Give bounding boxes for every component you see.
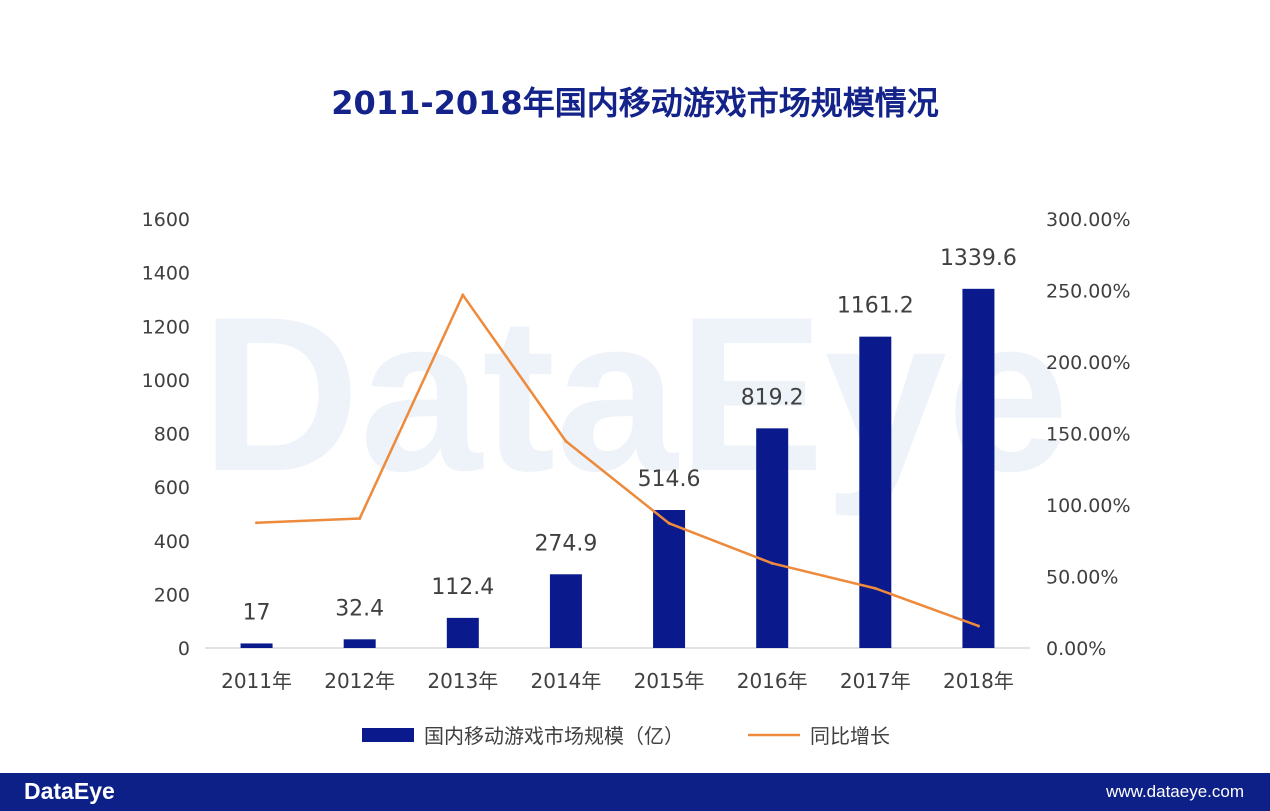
x-tick-label: 2014年 (530, 669, 601, 693)
bar-value-label: 32.4 (335, 596, 384, 621)
bar (549, 574, 582, 648)
bar (962, 288, 995, 648)
left-tick-label: 200 (154, 584, 190, 606)
chart-title: 2011-2018年国内移动游戏市场规模情况 (331, 84, 939, 122)
legend-bar-label: 国内移动游戏市场规模（亿） (424, 724, 684, 748)
left-tick-label: 400 (154, 531, 190, 553)
right-tick-label: 300.00% (1046, 209, 1131, 231)
x-tick-label: 2018年 (943, 669, 1014, 693)
left-axis: 0 200 400 600 800 1000 1200 1400 1600 (142, 209, 190, 660)
watermark: DataEye (201, 271, 1069, 517)
growth-line (256, 293, 979, 628)
x-axis: 2011年 2012年 2013年 2014年 2015年 2016年 2017年 2018年 (221, 669, 1014, 693)
growth-point (358, 516, 362, 520)
x-tick-label: 2015年 (634, 669, 705, 693)
x-tick-label: 2013年 (427, 669, 498, 693)
line-series (255, 293, 980, 628)
growth-point (255, 521, 259, 525)
footer-bar: DataEye www.dataeye.com (0, 773, 1270, 811)
chart-canvas: DataEye 0 200 400 600 800 1000 1200 1400 1600 0.… (142, 209, 1131, 748)
footer-logo: DataEye (24, 778, 115, 804)
bar-value-label: 274.9 (534, 531, 597, 556)
right-tick-label: 200.00% (1046, 352, 1131, 374)
right-tick-label: 250.00% (1046, 281, 1131, 303)
x-tick-label: 2016年 (737, 669, 808, 693)
left-tick-label: 1600 (142, 209, 190, 231)
bar (240, 643, 273, 648)
bar (756, 428, 789, 648)
x-tick-label: 2012年 (324, 669, 395, 693)
left-tick-label: 1400 (142, 263, 190, 285)
x-tick-label: 2017年 (840, 669, 911, 693)
bar-data-labels: 17 32.4 112.4 274.9 514.6 819.2 1161.2 1339.6 (243, 246, 1017, 626)
right-axis: 0.00% 50.00% 100.00% 150.00% 200.00% 250.00% 3… (1046, 209, 1131, 660)
growth-point (873, 586, 877, 590)
bar-value-label: 514.6 (638, 467, 701, 492)
left-tick-label: 600 (154, 477, 190, 499)
bar-value-label: 1161.2 (837, 294, 914, 319)
x-tick-label: 2011年 (221, 669, 292, 693)
bar (343, 639, 376, 648)
legend-bar-swatch (362, 728, 414, 742)
legend: 国内移动游戏市场规模（亿） 同比增长 (362, 724, 890, 748)
right-tick-label: 0.00% (1046, 638, 1106, 660)
right-tick-label: 150.00% (1046, 424, 1131, 446)
bar (653, 510, 686, 648)
left-tick-label: 0 (178, 638, 190, 660)
right-tick-label: 100.00% (1046, 495, 1131, 517)
growth-point (976, 624, 980, 628)
bar-value-label: 17 (243, 600, 271, 625)
bar-value-label: 1339.6 (940, 246, 1017, 271)
left-tick-label: 1000 (142, 370, 190, 392)
bar-series (240, 288, 995, 648)
growth-point (564, 439, 568, 443)
right-tick-label: 50.00% (1046, 567, 1118, 589)
growth-point (667, 521, 671, 525)
bar (859, 336, 892, 648)
left-tick-label: 800 (154, 424, 190, 446)
left-tick-label: 1200 (142, 316, 190, 338)
bar-value-label: 112.4 (431, 575, 494, 600)
growth-point (461, 293, 465, 297)
bar-value-label: 819.2 (741, 385, 804, 410)
bar (446, 617, 479, 648)
footer-url: www.dataeye.com (1106, 782, 1244, 801)
growth-point (770, 561, 774, 565)
legend-line-label: 同比增长 (810, 724, 890, 748)
